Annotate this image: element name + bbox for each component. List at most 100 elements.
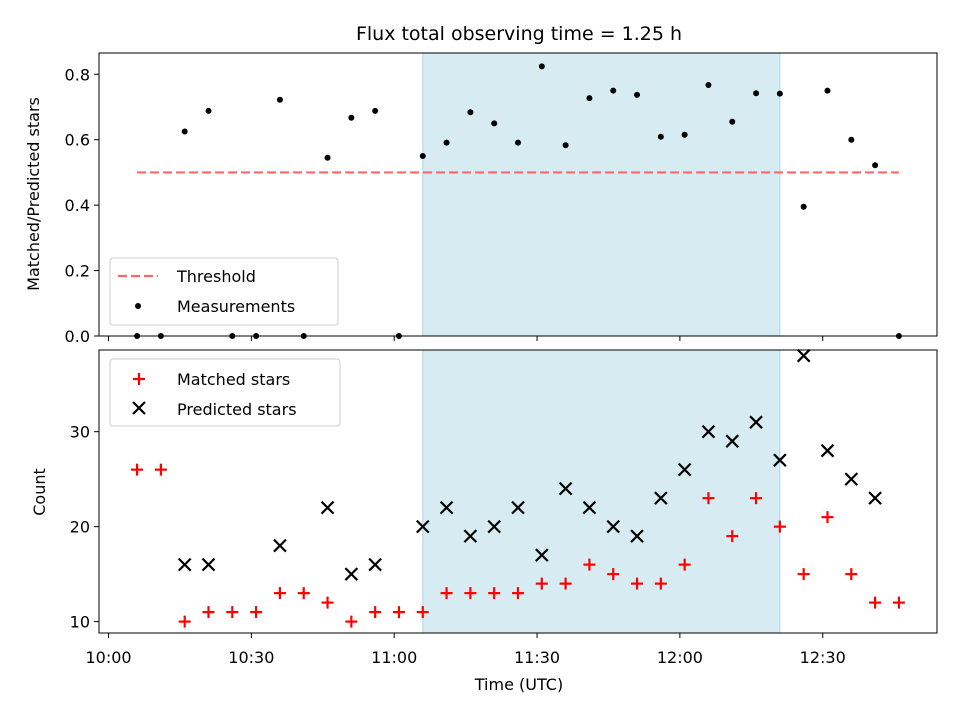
y-tick-label: 0.6: [65, 131, 90, 150]
observing-window-highlight: [422, 52, 781, 337]
measurement-point: [848, 136, 855, 143]
y-axis-label: Count: [30, 468, 49, 516]
predicted-star-point: [273, 538, 287, 553]
predicted-star-point: [630, 529, 644, 543]
legend-predicted-label: Predicted stars: [177, 400, 297, 419]
matched-star-point: [416, 606, 429, 619]
predicted-star-point: [701, 424, 716, 439]
predicted-star-point: [796, 348, 811, 363]
matched-star-point: [154, 463, 167, 476]
measurement-point: [324, 154, 331, 161]
matched-star-point: [488, 587, 501, 600]
ratio-panel: 0.00.20.40.60.8 Matched/Predicted stars …: [24, 52, 938, 346]
y-tick-label: 0.4: [65, 196, 90, 215]
matched-star-point: [797, 568, 810, 581]
matched-star-point: [392, 606, 405, 619]
measurement-points: [134, 63, 902, 339]
y-axis-label: Matched/Predicted stars: [24, 97, 43, 291]
matched-star-point: [607, 568, 620, 581]
matched-star-point: [821, 511, 834, 524]
predicted-star-point: [487, 519, 501, 534]
y-tick-label: 0.2: [65, 262, 90, 281]
measurement-point: [800, 203, 807, 210]
predicted-star-point: [177, 557, 192, 572]
observing-window-highlight: [422, 349, 781, 634]
measurement-point: [776, 90, 783, 97]
matched-star-point: [512, 587, 524, 600]
matched-star-point: [702, 492, 715, 505]
matched-star-point: [297, 587, 310, 600]
matched-star-point: [273, 587, 286, 600]
measurement-point: [562, 142, 569, 149]
measurement-point: [491, 120, 498, 127]
legend: Threshold Measurements: [109, 257, 339, 326]
predicted-star-point: [749, 415, 763, 429]
measurement-point: [276, 96, 283, 103]
legend-matched-label: Matched stars: [177, 370, 290, 389]
measurement-point: [181, 128, 188, 135]
y-axis-ticks: 0.0 0.2 0.4 0.6 0.8: [65, 65, 99, 346]
measurement-point: [205, 107, 212, 114]
legend-measurements-swatch: [135, 303, 141, 309]
predicted-star-point: [320, 500, 335, 515]
matched-star-point: [321, 596, 334, 609]
matched-star-point: [654, 577, 667, 590]
predicted-star-point: [677, 462, 692, 477]
matched-star-point: [726, 530, 739, 543]
measurement-point: [348, 114, 355, 121]
predicted-star-point: [868, 491, 882, 505]
matched-star-point: [178, 615, 191, 628]
plot-frame: [98, 52, 938, 337]
measurement-point: [824, 87, 831, 94]
predicted-star-point: [439, 500, 454, 515]
legend-threshold-label: Threshold: [176, 267, 256, 286]
predicted-star-point: [725, 434, 740, 448]
legend-matched-swatch: [133, 373, 145, 385]
measurement-point: [467, 109, 474, 116]
predicted-star-point: [344, 567, 359, 581]
x-tick-label: 12:00: [657, 648, 703, 667]
x-tick-label: 11:00: [371, 648, 417, 667]
matched-star-point: [226, 606, 239, 619]
predicted-star-point: [201, 557, 216, 572]
matched-star-point: [535, 577, 548, 590]
predicted-star-point: [463, 529, 478, 543]
x-tick-label: 10:30: [228, 648, 274, 667]
predicted-star-point: [844, 472, 859, 486]
measurement-point: [705, 82, 712, 89]
y-tick-label: 0.0: [65, 327, 90, 346]
matched-stars-points: [131, 463, 905, 628]
predicted-star-point: [511, 500, 525, 515]
measurement-point: [729, 118, 736, 125]
predicted-star-point: [606, 519, 621, 534]
x-axis-ticks: 10:00 10:30 11:00 11:30 12:00 12:30: [85, 633, 846, 667]
y-tick-label: 20: [70, 518, 90, 537]
matched-star-point: [869, 596, 882, 609]
matched-star-point: [131, 463, 144, 476]
predicted-star-point: [368, 557, 382, 572]
matched-star-point: [678, 558, 691, 571]
y-axis-ticks: 10 20 30: [70, 423, 99, 632]
matched-star-point: [464, 587, 477, 600]
legend-box: [109, 257, 339, 326]
chart-title: Flux total observing time = 1.25 h: [356, 23, 682, 45]
predicted-star-point: [535, 548, 549, 562]
predicted-star-point: [582, 500, 597, 515]
matched-star-point: [250, 606, 263, 619]
predicted-stars-points: [177, 348, 882, 581]
measurement-point: [634, 91, 641, 98]
x-tick-label: 12:30: [800, 648, 846, 667]
legend-box: [109, 358, 341, 427]
matched-star-point: [440, 587, 453, 600]
matched-star-point: [583, 558, 596, 571]
count-panel: 10 20 30 10:00 10:30 11:00 11:30 12:00 12:30 Co…: [30, 348, 938, 694]
x-tick-label: 11:30: [514, 648, 560, 667]
matched-star-point: [559, 577, 572, 590]
y-tick-label: 30: [70, 423, 90, 442]
measurement-point: [419, 153, 426, 160]
predicted-star-point: [558, 481, 573, 496]
legend-measurements-label: Measurements: [177, 297, 295, 316]
measurement-point: [872, 162, 879, 169]
measurement-point: [681, 131, 688, 138]
